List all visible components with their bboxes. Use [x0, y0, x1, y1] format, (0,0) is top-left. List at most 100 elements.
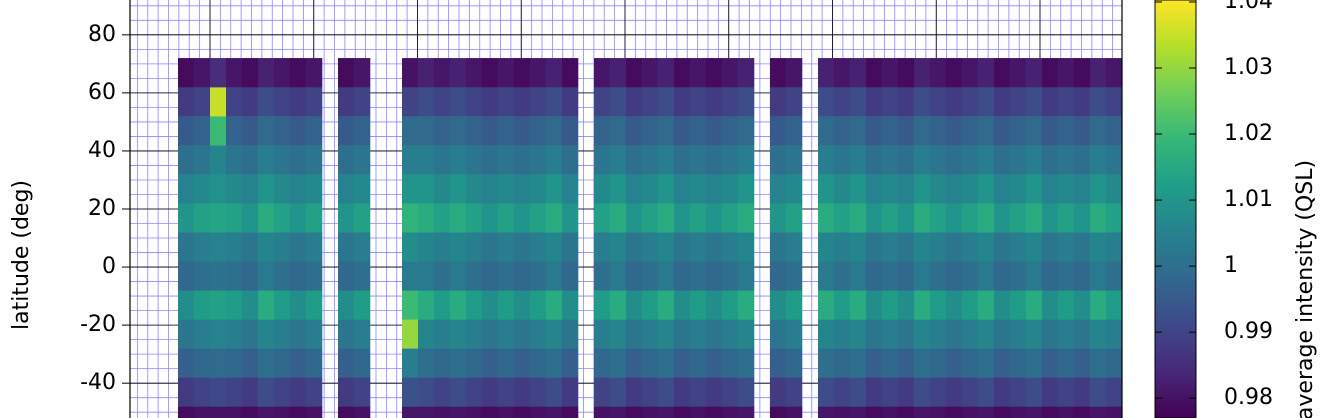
heatmap-cell	[178, 290, 195, 320]
heatmap-cell	[1090, 87, 1107, 117]
heatmap-cell	[418, 377, 435, 407]
heatmap-cell	[610, 203, 627, 233]
heatmap-cell	[210, 319, 227, 349]
heatmap-cell	[834, 58, 851, 88]
heatmap-cell	[786, 58, 803, 88]
heatmap-cell	[242, 203, 259, 233]
heatmap-cell	[642, 174, 659, 204]
heatmap-cell	[882, 261, 899, 291]
heatmap-cell	[258, 348, 275, 378]
heatmap-cell	[498, 174, 515, 204]
heatmap-cell	[1026, 58, 1043, 88]
heatmap-cell	[834, 377, 851, 407]
heatmap-cell	[850, 58, 867, 88]
heatmap-cell	[930, 348, 947, 378]
heatmap-cell	[514, 319, 531, 349]
heatmap-cell	[530, 290, 547, 320]
heatmap-cell	[898, 87, 915, 117]
heatmap-cell	[210, 261, 227, 291]
heatmap-cell	[546, 58, 563, 88]
heatmap-cell	[194, 406, 211, 418]
heatmap-cell	[610, 348, 627, 378]
heatmap-cell	[242, 58, 259, 88]
heatmap-cell	[482, 174, 499, 204]
heatmap-cell	[866, 232, 883, 262]
heatmap-cell	[1106, 145, 1122, 175]
heatmap-cell	[562, 116, 579, 146]
heatmap-cell	[402, 145, 419, 175]
heatmap-cell	[226, 174, 243, 204]
heatmap-cell	[514, 174, 531, 204]
heatmap-cell	[1042, 348, 1059, 378]
heatmap-cell	[306, 348, 323, 378]
heatmap-cell	[994, 290, 1011, 320]
heatmap-cell	[978, 290, 995, 320]
heatmap-cell	[850, 174, 867, 204]
heatmap-cell	[466, 58, 483, 88]
heatmap-cell	[402, 319, 419, 349]
heatmap-cell	[338, 406, 355, 418]
heatmap-cell	[818, 87, 835, 117]
heatmap-cell	[514, 232, 531, 262]
heatmap-cell	[482, 116, 499, 146]
heatmap-cell	[402, 232, 419, 262]
heatmap-cell	[946, 261, 963, 291]
heatmap-cell	[1106, 377, 1122, 407]
heatmap-cell	[978, 174, 995, 204]
heatmap-cell	[610, 406, 627, 418]
heatmap-cell	[898, 348, 915, 378]
heatmap-cell	[1106, 116, 1122, 146]
heatmap-cell	[658, 290, 675, 320]
heatmap-cell	[978, 348, 995, 378]
heatmap-cell	[194, 203, 211, 233]
heatmap-cell	[482, 145, 499, 175]
heatmap-cell	[210, 290, 227, 320]
heatmap-cell	[210, 348, 227, 378]
heatmap-cell	[290, 87, 307, 117]
heatmap-cell	[898, 290, 915, 320]
heatmap-cell	[354, 377, 371, 407]
heatmap-cell	[882, 406, 899, 418]
heatmap-cell	[658, 261, 675, 291]
heatmap-cell	[1074, 87, 1091, 117]
heatmap-cell	[498, 145, 515, 175]
heatmap-cell	[1106, 203, 1122, 233]
y-tick-label: 80	[88, 22, 116, 47]
heatmap-cell	[706, 116, 723, 146]
heatmap-cell	[514, 377, 531, 407]
y-tick-label: -20	[80, 312, 116, 337]
heatmap-cell	[1058, 145, 1075, 175]
heatmap-cell	[1106, 58, 1122, 88]
heatmap-cell	[946, 87, 963, 117]
heatmap-cell	[834, 319, 851, 349]
heatmap-cell	[466, 116, 483, 146]
heatmap-cell	[514, 203, 531, 233]
heatmap-cell	[434, 232, 451, 262]
heatmap-cell	[338, 232, 355, 262]
heatmap-cell	[642, 290, 659, 320]
heatmap-cell	[706, 145, 723, 175]
heatmap-cell	[290, 116, 307, 146]
heatmap-cell	[482, 290, 499, 320]
heatmap-cell	[818, 319, 835, 349]
heatmap-cell	[546, 377, 563, 407]
heatmap-cell	[626, 145, 643, 175]
heatmap-cell	[1042, 203, 1059, 233]
heatmap-cell	[226, 319, 243, 349]
colorbar-tick-label: 1.03	[1224, 55, 1273, 80]
heatmap-cell	[866, 377, 883, 407]
heatmap-cell	[1106, 87, 1122, 117]
heatmap-cell	[642, 319, 659, 349]
heatmap-cell	[1058, 319, 1075, 349]
heatmap-cell	[962, 116, 979, 146]
heatmap-cell	[818, 261, 835, 291]
heatmap-cell	[770, 261, 787, 291]
heatmap-cell	[210, 232, 227, 262]
heatmap-cell	[946, 203, 963, 233]
heatmap-cell	[546, 348, 563, 378]
heatmap-cell	[242, 348, 259, 378]
heatmap-cell	[290, 406, 307, 418]
heatmap-cell	[258, 58, 275, 88]
heatmap-cell	[354, 290, 371, 320]
heatmap-cell	[658, 58, 675, 88]
